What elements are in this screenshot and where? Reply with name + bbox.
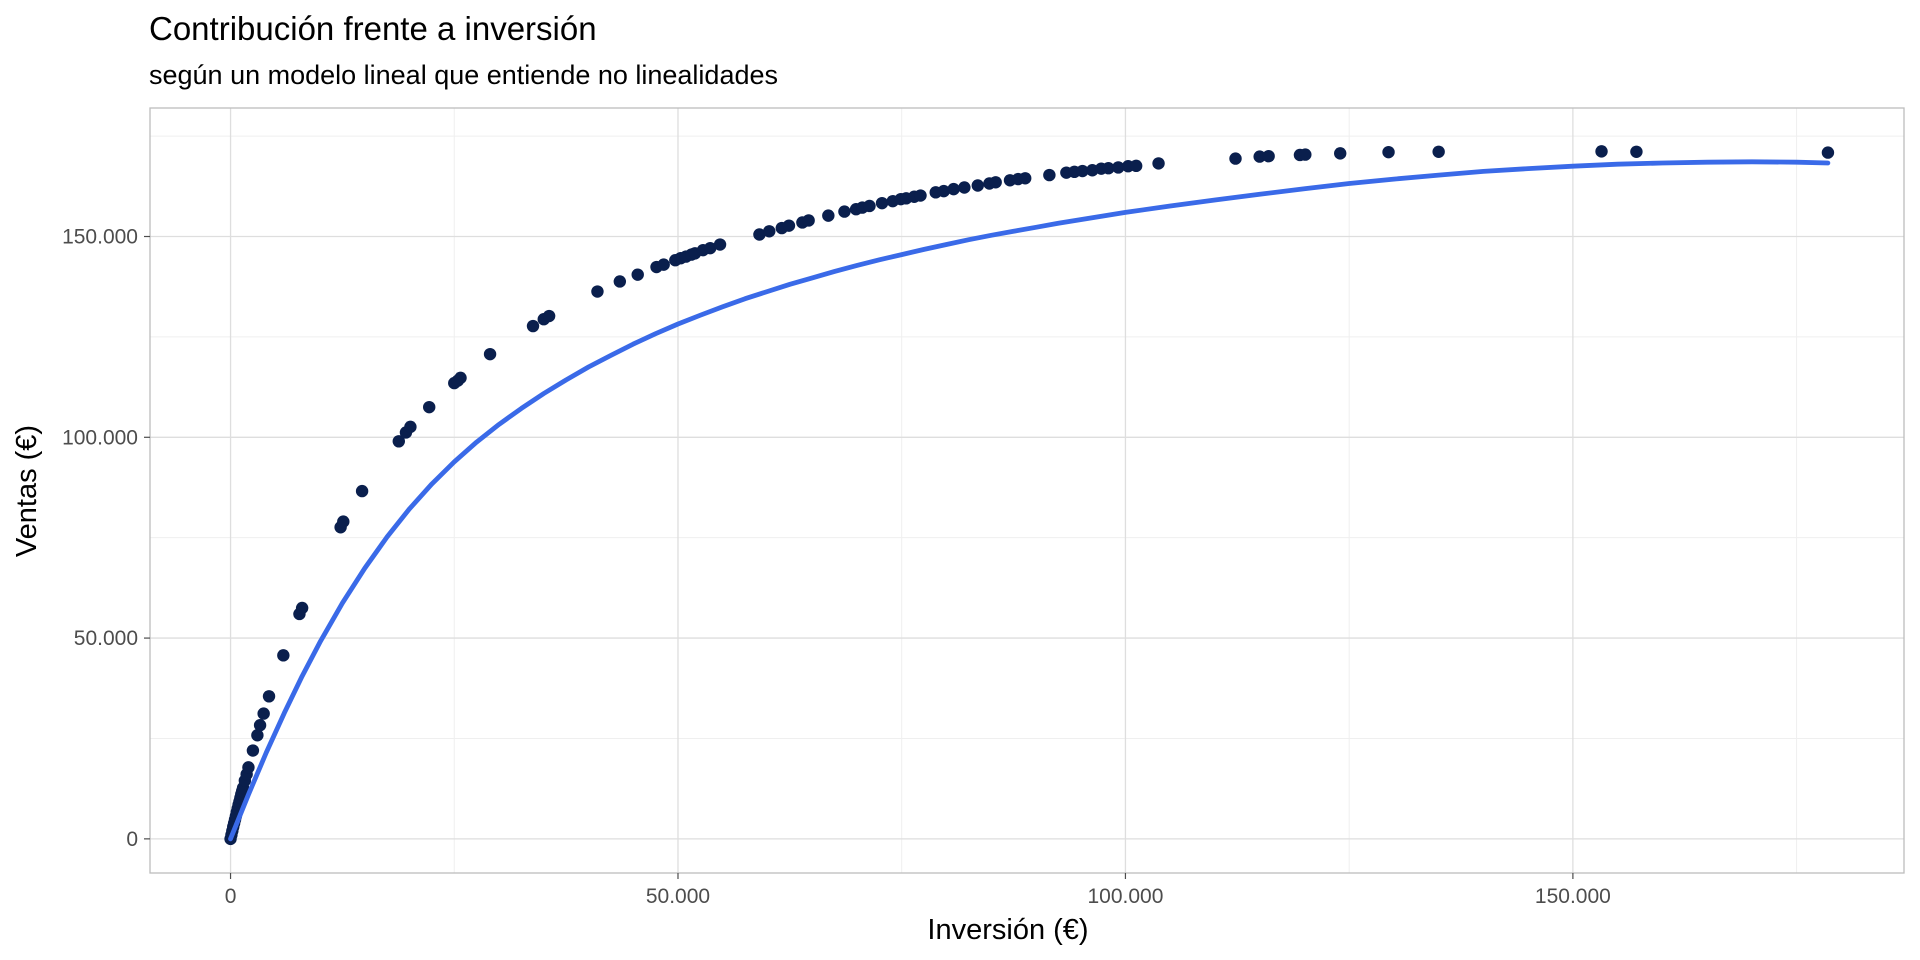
data-point [1334, 147, 1347, 160]
data-point [822, 209, 835, 222]
data-point [355, 484, 369, 498]
data-point [253, 719, 267, 732]
data-point [1043, 168, 1056, 182]
data-point [483, 347, 497, 361]
data-point [251, 729, 264, 742]
data-point [937, 184, 950, 198]
data-point [631, 268, 644, 281]
data-point [782, 219, 796, 232]
data-point [863, 199, 876, 213]
data-point [454, 371, 467, 385]
data-point [971, 179, 984, 192]
data-point [657, 258, 670, 271]
data-point [1129, 159, 1143, 173]
x-tick-label: 0 [225, 885, 237, 908]
data-point [753, 228, 766, 241]
data-point [526, 319, 540, 333]
y-tick-label: 50.000 [74, 627, 138, 650]
data-point [404, 420, 417, 434]
axes: 0 50.000 100.000 150.000 0 50.000 100.000 150.0… [62, 226, 1611, 908]
fitted-curve [228, 159, 1831, 842]
data-point [1102, 162, 1115, 175]
data-point [1821, 146, 1835, 159]
data-point [257, 707, 270, 720]
x-tick-label: 150.000 [1535, 885, 1611, 908]
data-point [1382, 145, 1395, 159]
data-point [1595, 145, 1608, 158]
data-point [1229, 152, 1242, 165]
data-point [1299, 148, 1312, 161]
data-point [1076, 164, 1089, 178]
data-point [262, 690, 276, 703]
data-point [1630, 145, 1643, 158]
data-point [591, 285, 604, 298]
chart-subtitle: según un modelo lineal que entiende no l… [149, 60, 778, 90]
plot-area [224, 145, 1835, 846]
data-point [875, 196, 889, 210]
x-axis-title: Inversión (€) [927, 914, 1088, 946]
data-point [1152, 157, 1165, 170]
data-point [1112, 161, 1125, 174]
x-tick-label: 50.000 [646, 885, 710, 908]
data-point [704, 241, 717, 255]
data-point [542, 309, 556, 323]
data-point [958, 181, 971, 194]
y-tick-label: 0 [126, 828, 138, 851]
y-axis-title: Ventas (€) [11, 425, 43, 557]
data-point [295, 601, 309, 615]
minor-gridlines [150, 108, 1904, 873]
data-point [1019, 172, 1032, 185]
data-point [337, 515, 350, 528]
y-tick-label: 100.000 [62, 426, 138, 449]
data-point [613, 275, 627, 288]
data-point [802, 214, 815, 227]
data-point [713, 238, 727, 251]
major-gridlines [150, 108, 1904, 873]
data-point [277, 649, 290, 662]
data-point [423, 400, 436, 414]
data-point [989, 176, 1002, 189]
data-point [947, 182, 960, 196]
data-point [914, 189, 927, 202]
panel-border [149, 107, 1905, 874]
data-point [838, 205, 851, 218]
data-point [242, 761, 255, 774]
data-point [392, 435, 405, 448]
data-point [1262, 149, 1275, 163]
data-point [1432, 145, 1445, 158]
y-tick-label: 150.000 [62, 226, 138, 249]
data-point [1253, 150, 1266, 163]
data-point [763, 225, 776, 238]
chart-title: Contribución frente a inversión [149, 10, 597, 47]
x-tick-label: 100.000 [1087, 885, 1163, 908]
data-point [246, 744, 260, 757]
